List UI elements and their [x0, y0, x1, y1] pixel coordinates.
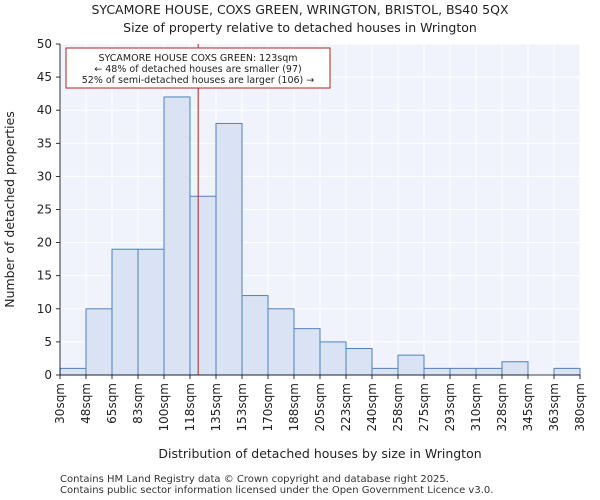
y-tick-label: 30: [37, 169, 52, 183]
x-tick-label: 223sqm: [339, 383, 353, 431]
histogram-bar: [137, 248, 165, 376]
footer-line-2: Contains public sector information licen…: [60, 485, 494, 496]
histogram-bar: [267, 308, 295, 376]
y-tick-label: 45: [37, 70, 52, 84]
x-tick-label: 100sqm: [157, 383, 171, 431]
x-tick-label: 65sqm: [105, 383, 119, 424]
x-tick-label: 310sqm: [469, 383, 483, 431]
x-tick-label: 30sqm: [53, 383, 67, 424]
y-ticks: 0 5 10 15 20 25 30 35 40 45 50: [37, 37, 60, 382]
x-tick-label: 48sqm: [79, 383, 93, 424]
histogram-bar: [293, 328, 321, 376]
histogram-bar: [397, 354, 425, 376]
histogram-bar: [423, 367, 451, 376]
histogram-bar: [449, 367, 477, 376]
annotation-box: SYCAMORE HOUSE COXS GREEN: 123sqm ← 48% …: [65, 47, 331, 89]
y-tick-label: 25: [37, 203, 52, 217]
histogram-bar: [189, 195, 217, 376]
histogram-bar: [319, 341, 347, 376]
histogram-bar: [345, 348, 373, 376]
x-tick-label: 328sqm: [495, 383, 509, 431]
x-tick-label: 275sqm: [417, 383, 431, 431]
x-tick-label: 240sqm: [365, 383, 379, 431]
y-tick-label: 20: [37, 236, 52, 250]
chart-title: SYCAMORE HOUSE, COXS GREEN, WRINGTON, BR…: [91, 2, 509, 17]
histogram-bar: [111, 248, 139, 376]
x-tick-label: 363sqm: [547, 383, 561, 431]
y-tick-label: 0: [44, 368, 52, 382]
x-tick-label: 345sqm: [521, 383, 535, 431]
x-tick-label: 83sqm: [131, 383, 145, 424]
annotation-line-1: SYCAMORE HOUSE COXS GREEN: 123sqm: [98, 53, 297, 64]
x-ticks: 30sqm 48sqm 65sqm 83sqm 100sqm 118sqm 135sqm 15…: [53, 375, 587, 431]
histogram-bar: [85, 308, 113, 376]
histogram-bar: [553, 367, 581, 376]
x-tick-label: 205sqm: [313, 383, 327, 431]
y-tick-label: 40: [37, 103, 52, 117]
y-tick-label: 10: [37, 302, 52, 316]
histogram-bar: [241, 295, 269, 376]
y-tick-label: 15: [37, 269, 52, 283]
x-tick-label: 135sqm: [209, 383, 223, 431]
x-tick-label: 380sqm: [573, 383, 587, 431]
y-axis-label: Number of detached properties: [2, 111, 17, 308]
histogram-bar: [59, 367, 87, 376]
histogram-bar: [163, 96, 191, 376]
histogram-bar: [215, 122, 243, 376]
y-tick-label: 35: [37, 136, 52, 150]
y-tick-label: 5: [44, 335, 52, 349]
x-tick-label: 293sqm: [443, 383, 457, 431]
x-axis-label: Distribution of detached houses by size …: [158, 446, 481, 461]
footer-line-1: Contains HM Land Registry data © Crown c…: [60, 474, 449, 485]
histogram-bar: [371, 367, 399, 376]
histogram-bar: [475, 367, 503, 376]
annotation-line-2: ← 48% of detached houses are smaller (97…: [94, 64, 301, 75]
x-tick-label: 153sqm: [235, 383, 249, 431]
y-tick-label: 50: [37, 37, 52, 51]
x-tick-label: 118sqm: [183, 383, 197, 431]
x-tick-label: 188sqm: [287, 383, 301, 431]
annotation-border: [65, 47, 331, 89]
annotation-line-3: 52% of semi-detached houses are larger (…: [82, 75, 315, 86]
chart-subtitle: Size of property relative to detached ho…: [123, 20, 477, 35]
x-tick-label: 170sqm: [261, 383, 275, 431]
x-tick-label: 258sqm: [391, 383, 405, 431]
histogram-bar: [501, 361, 529, 376]
